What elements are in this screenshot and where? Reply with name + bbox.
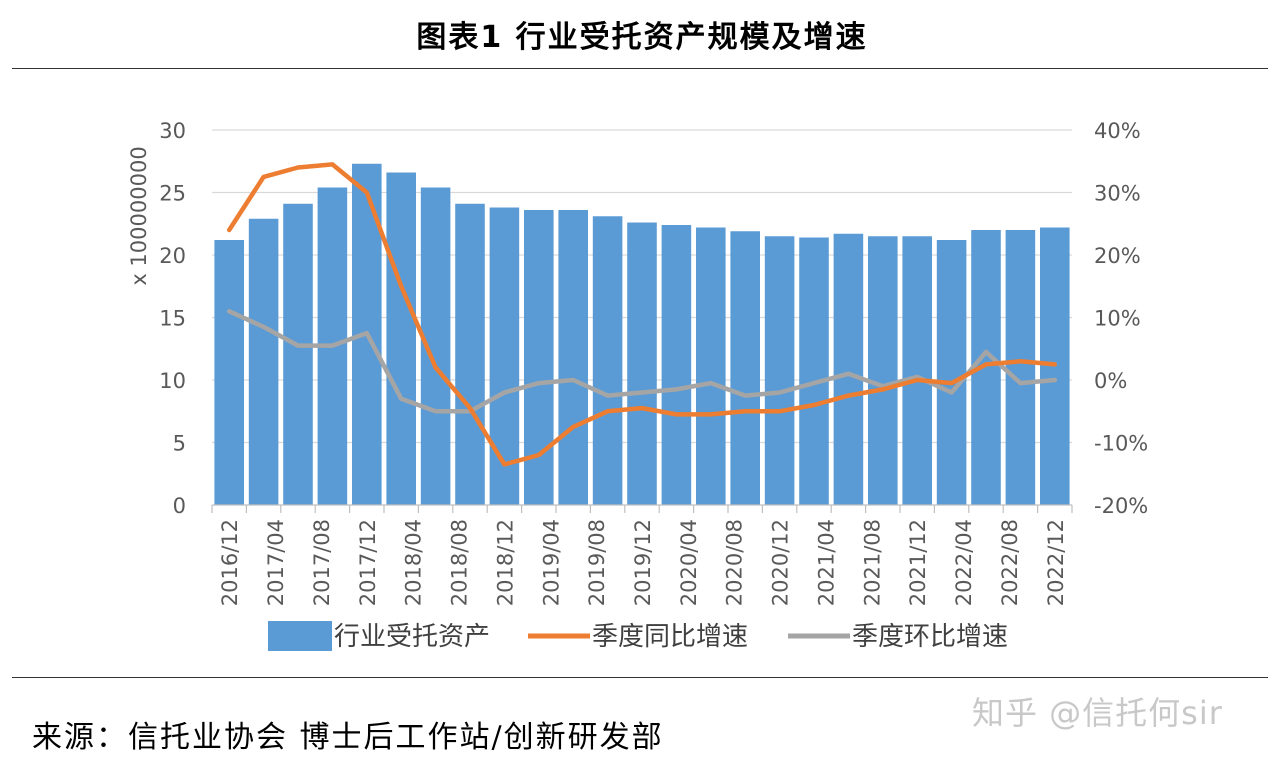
legend-swatch-bar: [268, 621, 332, 651]
x-tick-label: 2017/12: [356, 519, 380, 606]
x-tick-label: 2021/08: [860, 519, 884, 606]
right-tick-label: 0%: [1094, 369, 1127, 393]
bar: [799, 237, 829, 505]
bar: [386, 172, 416, 505]
right-tick-label: 30%: [1094, 182, 1141, 206]
bar: [248, 218, 279, 505]
left-tick-label: 20: [159, 244, 186, 268]
legend-label: 季度环比增速: [852, 622, 1008, 652]
right-axis-ticks: -20% -10% 0% 10% 20% 30% 40%: [1094, 119, 1148, 518]
left-axis-ticks: 0 5 10 15 20 25 30: [159, 119, 186, 518]
left-tick-label: 30: [159, 119, 186, 143]
right-tick-label: -10%: [1094, 432, 1148, 456]
x-tick-label: 2017/08: [310, 519, 334, 606]
x-axis: 2016/12 2017/04 2017/08 2017/12 2018/04 2018/…: [211, 504, 1073, 606]
x-tick-label: 2022/04: [952, 519, 976, 606]
bar: [524, 210, 554, 505]
bar: [936, 240, 967, 505]
bar: [730, 231, 760, 505]
right-tick-label: 20%: [1094, 244, 1141, 268]
left-tick-label: 5: [173, 432, 186, 456]
chart-area: 0 5 10 15 20 25 30 -20% -10% 0% 10% 20% 30% 40% 2016…: [127, 119, 1148, 652]
bar: [833, 233, 864, 505]
bar: [558, 210, 588, 505]
bar: [661, 225, 692, 505]
line-series: [226, 162, 1058, 467]
bar: [868, 236, 898, 505]
bottom-divider: [12, 677, 1268, 678]
watermark: 知乎 @信托何sir: [972, 694, 1223, 732]
left-axis-label: x 100000000: [127, 146, 151, 285]
legend: 行业受托资产 季度同比增速 季度环比增速: [268, 621, 1008, 652]
bar: [696, 227, 726, 505]
top-divider: [12, 68, 1268, 69]
left-tick-label: 10: [159, 369, 186, 393]
bar: [1005, 230, 1036, 505]
x-tick-label: 2019/04: [539, 519, 563, 606]
legend-label: 季度同比增速: [592, 622, 748, 652]
x-tick-label: 2021/04: [815, 519, 839, 606]
source-note: 来源：信托业协会 博士后工作站/创新研发部: [32, 720, 664, 755]
bar: [283, 203, 313, 505]
chart-title: 图表1 行业受托资产规模及增速: [416, 20, 868, 55]
x-tick-label: 2020/08: [723, 519, 747, 606]
x-tick-label: 2022/12: [1044, 519, 1068, 606]
x-tick-label: 2018/12: [493, 519, 517, 606]
bar: [489, 207, 520, 505]
series-line: [226, 309, 1058, 414]
x-tick-label: 2019/12: [631, 519, 655, 606]
left-tick-label: 0: [173, 494, 186, 518]
right-tick-label: 10%: [1094, 307, 1141, 331]
right-tick-label: -20%: [1094, 494, 1148, 518]
bar: [592, 216, 623, 505]
bar: [627, 222, 657, 505]
x-tick-label: 2020/12: [769, 519, 793, 606]
bar-series: [214, 163, 1070, 505]
bar: [902, 236, 932, 505]
bar: [764, 236, 795, 505]
legend-label: 行业受托资产: [334, 622, 490, 652]
x-tick-label: 2018/08: [448, 519, 472, 606]
right-tick-label: 40%: [1094, 119, 1141, 143]
x-tick-label: 2022/08: [998, 519, 1022, 606]
x-tick-label: 2016/12: [218, 519, 242, 606]
x-tick-label: 2018/04: [402, 519, 426, 606]
bar: [455, 203, 485, 505]
series-line: [226, 162, 1058, 467]
left-tick-label: 15: [159, 307, 186, 331]
bar: [214, 240, 244, 505]
x-tick-label: 2020/04: [677, 519, 701, 606]
x-tick-label: 2019/08: [585, 519, 609, 606]
x-tick-label: 2021/12: [906, 519, 930, 606]
left-tick-label: 25: [159, 182, 186, 206]
x-tick-label: 2017/04: [264, 519, 288, 606]
